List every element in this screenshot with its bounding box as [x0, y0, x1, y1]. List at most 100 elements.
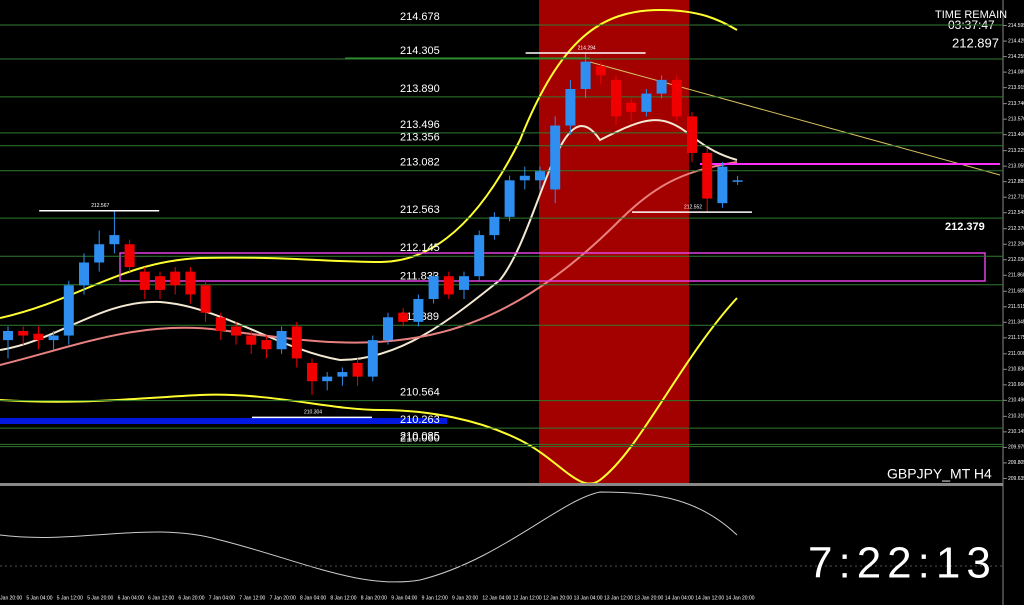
x-tick-label: 12 Jan 20:00	[543, 595, 572, 601]
candle-body	[155, 276, 165, 290]
candle-body	[398, 312, 409, 322]
x-tick-label: 5 Jan 12:00	[57, 595, 83, 601]
range-box	[119, 252, 986, 282]
candle-body	[215, 317, 226, 331]
level-label: 210.085	[400, 430, 440, 442]
x-tick-label: 14 Jan 20:00	[726, 595, 755, 601]
x-tick-label: 13 Jan 20:00	[634, 595, 663, 601]
y-tick-label: 213.915	[1008, 85, 1024, 91]
y-tick-label: 214.255	[1008, 54, 1024, 60]
clock: 7:22:13	[808, 539, 997, 588]
candle-body	[337, 372, 348, 377]
level-label: 210.564	[400, 387, 440, 399]
x-tick-label: 8 Jan 12:00	[330, 595, 356, 601]
y-tick-label: 212.715	[1008, 195, 1024, 201]
y-tick-label: 211.345	[1008, 320, 1024, 326]
moving-average-slow	[0, 161, 738, 366]
y-tick-label: 213.570	[1008, 116, 1024, 122]
candle-body	[565, 89, 576, 126]
x-tick-label: 14 Jan 12:00	[695, 595, 724, 601]
candle-body	[246, 335, 257, 345]
candle-body	[687, 116, 697, 153]
candle-body	[185, 271, 196, 295]
y-tick-label: 211.000	[1008, 351, 1024, 357]
candle-body	[611, 79, 621, 117]
x-tick-label: 8 Jan 04:00	[300, 595, 326, 601]
current-level: 212.379	[945, 221, 985, 233]
level-label: 214.678	[400, 11, 440, 23]
candle-body	[489, 216, 500, 236]
annotation-label: 210.304	[304, 410, 322, 416]
time-remain-label: TIME REMAIN	[935, 9, 1007, 21]
candle-body	[519, 175, 530, 181]
x-tick-label: 7 Jan 20:00	[270, 595, 296, 601]
x-tick-label: 8 Jan 20:00	[361, 595, 387, 601]
y-tick-label: 212.200	[1008, 242, 1024, 248]
level-label: 213.496	[400, 119, 440, 131]
candle-body	[641, 93, 652, 112]
candle-body	[170, 271, 181, 286]
level-label: 213.890	[400, 83, 440, 95]
candle-body	[231, 326, 241, 336]
candle-body	[3, 330, 13, 341]
y-tick-label: 210.315	[1008, 414, 1024, 420]
y-tick-label: 214.425	[1008, 38, 1024, 44]
blue-zone	[0, 418, 447, 424]
y-tick-label: 211.515	[1008, 304, 1024, 310]
oscillator-line	[0, 491, 738, 583]
candle-body	[124, 244, 135, 268]
x-tick-label: 9 Jan 12:00	[422, 595, 448, 601]
moving-average-fast	[0, 119, 738, 362]
candle-body	[550, 125, 561, 190]
candle-body	[367, 340, 378, 377]
y-tick-label: 211.860	[1008, 273, 1024, 279]
y-tick-label: 209.635	[1008, 476, 1024, 482]
level-label: 212.563	[400, 204, 440, 216]
candle-body	[595, 66, 606, 76]
x-tick-label: 12 Jan 04:00	[482, 595, 511, 601]
candle-body	[459, 276, 469, 290]
bid-price: 212.897	[952, 35, 999, 50]
candle-body	[276, 330, 287, 350]
candle-body	[383, 317, 393, 341]
candle-body	[535, 171, 545, 181]
y-tick-label: 210.830	[1008, 367, 1024, 373]
candle-body	[48, 335, 59, 341]
bollinger-upper	[0, 8, 738, 319]
candle-body	[717, 166, 728, 204]
level-label: 214.305	[400, 45, 440, 57]
x-tick-label: 7 Jan 12:00	[239, 595, 265, 601]
x-tick-label: 5 Jan 04:00	[26, 595, 52, 601]
x-tick-label: 6 Jan 12:00	[148, 595, 174, 601]
candle-body	[352, 362, 363, 377]
x-tick-label: 13 Jan 12:00	[604, 595, 633, 601]
x-tick-label: 14 Jan 04:00	[665, 595, 694, 601]
y-tick-label: 213.055	[1008, 164, 1024, 170]
candle-body	[413, 299, 424, 322]
candle-body	[504, 180, 515, 217]
candle-body	[428, 276, 439, 300]
candle-body	[94, 244, 105, 263]
session-zone	[539, 0, 689, 483]
candle-body	[291, 326, 302, 359]
level-label: 213.356	[400, 132, 440, 144]
candle-body	[474, 235, 485, 277]
candle-body	[702, 152, 713, 199]
candle-body	[139, 271, 150, 290]
candle-body	[79, 262, 89, 286]
x-tick-label: 6 Jan 04:00	[118, 595, 144, 601]
separator	[0, 483, 1003, 486]
y-tick-label: 212.545	[1008, 210, 1024, 216]
level-label: 210.263	[400, 414, 440, 426]
x-tick-label: 7 Jan 04:00	[209, 595, 235, 601]
candle-body	[63, 285, 74, 336]
bollinger-lower	[0, 297, 738, 485]
candle-body	[443, 276, 454, 295]
y-tick-label: 210.490	[1008, 398, 1024, 404]
x-tick-label: 5 Jan 20:00	[87, 595, 113, 601]
candle-body	[626, 102, 637, 112]
candle-body	[200, 285, 211, 313]
y-tick-label: 214.085	[1008, 69, 1024, 75]
y-tick-label: 214.595	[1008, 23, 1024, 29]
annotation-label: 212.552	[684, 204, 702, 210]
